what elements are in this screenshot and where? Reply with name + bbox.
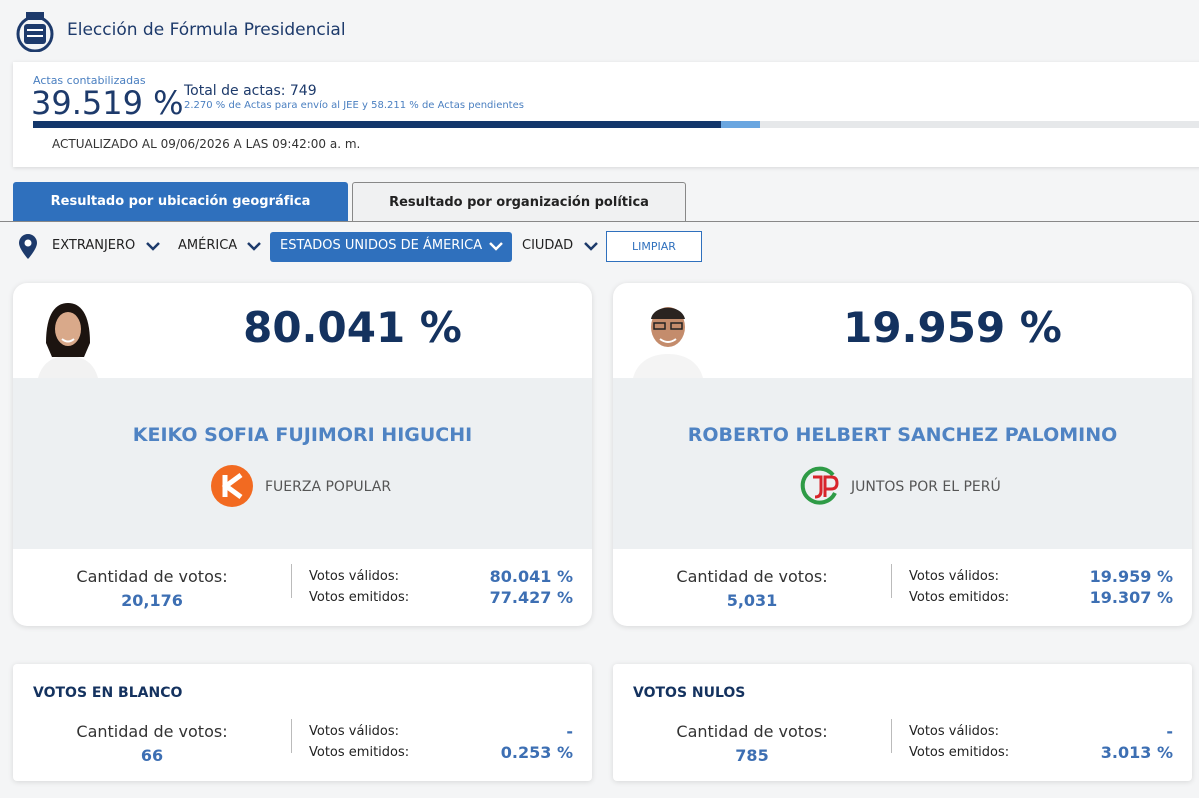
valid-percent: 19.959 % xyxy=(1089,567,1173,586)
emitted-percent: 3.013 % xyxy=(1100,743,1173,762)
summary-card: VOTOS NULOS Cantidad de votos: 785 Votos… xyxy=(613,664,1192,781)
filter[interactable]: EXTRANJERO xyxy=(52,238,136,253)
candidate-card: 80.041 % KEIKO SOFIA FUJIMORI HIGUCHI FU… xyxy=(13,283,592,626)
divider xyxy=(291,719,292,753)
votes-count: 5,031 xyxy=(726,591,778,610)
valid-label: Votos válidos: xyxy=(309,724,400,739)
valid-percent: - xyxy=(1166,722,1173,741)
tab[interactable]: Resultado por organización política xyxy=(352,182,686,221)
progress-track xyxy=(33,121,1199,128)
emitted-percent: 77.427 % xyxy=(489,588,573,607)
party-logo xyxy=(800,466,839,505)
valid-label: Votos válidos: xyxy=(909,724,1000,739)
valid-label: Votos válidos: xyxy=(309,569,400,584)
filter[interactable]: AMÉRICA xyxy=(178,238,238,253)
candidate-photo xyxy=(38,303,98,378)
votes-count: 20,176 xyxy=(121,591,183,610)
total-actas: Total de actas: 749 xyxy=(184,83,317,99)
valid-label: Votos válidos: xyxy=(909,569,1000,584)
filter[interactable]: ESTADOS UNIDOS DE ÁMERICA xyxy=(280,238,483,253)
jee-percent: 2.270 % xyxy=(184,100,226,111)
location-icon xyxy=(19,234,37,259)
progress-percent: 39.519 % xyxy=(31,84,184,122)
filter[interactable]: CIUDAD xyxy=(522,238,574,253)
emitted-label: Votos emitidos: xyxy=(309,745,410,760)
progress-label: Actas contabilizadas xyxy=(33,74,146,87)
votes-label: Cantidad de votos: xyxy=(676,567,828,586)
tab-active[interactable]: Resultado por ubicación geográfica xyxy=(13,182,348,221)
divider xyxy=(891,719,892,753)
candidate-photo xyxy=(633,307,703,378)
emitted-percent: 19.307 % xyxy=(1089,588,1173,607)
detail-text: de Actas para envío al JEE y xyxy=(225,100,372,111)
chevrons xyxy=(146,242,598,251)
divider xyxy=(891,564,892,598)
progress-detail: 2.270 % de Actas para envío al JEE y 58.… xyxy=(184,100,524,111)
candidate-name: ROBERTO HELBERT SANCHEZ PALOMINO xyxy=(687,424,1118,446)
valid-percent: 80.041 % xyxy=(489,567,573,586)
logo xyxy=(16,12,54,52)
candidate-percent: 19.959 % xyxy=(843,303,1062,352)
divider xyxy=(291,564,292,598)
page-title: Elección de Fórmula Presidencial xyxy=(67,20,346,40)
votes-label: Cantidad de votos: xyxy=(76,567,228,586)
party-logo xyxy=(211,465,253,507)
emitted-label: Votos emitidos: xyxy=(909,745,1010,760)
candidate-card: 19.959 % ROBERTO HELBERT SANCHEZ PALOMIN… xyxy=(613,283,1192,626)
candidate-percent: 80.041 % xyxy=(243,303,462,352)
party-name: JUNTOS POR EL PERÚ xyxy=(851,479,1001,495)
valid-percent: - xyxy=(566,722,573,741)
summary-title: VOTOS EN BLANCO xyxy=(33,685,183,701)
candidate-band xyxy=(613,378,1192,549)
summary-title: VOTOS NULOS xyxy=(633,685,746,701)
clear-button[interactable]: LIMPIAR xyxy=(606,231,702,262)
progress-bar xyxy=(33,121,721,128)
updated-at: ACTUALIZADO AL 09/06/2026 A LAS 09:42:00… xyxy=(52,137,361,151)
progress-bar-jee xyxy=(720,121,761,128)
emitted-label: Votos emitidos: xyxy=(309,590,410,605)
progress-panel: Actas contabilizadas 39.519 % Total de a… xyxy=(13,62,1199,167)
votes-count: 66 xyxy=(140,746,164,765)
filter-selected[interactable] xyxy=(270,232,512,262)
header: Elección de Fórmula Presidencial xyxy=(0,0,1199,58)
detail-text: de Actas pendientes xyxy=(418,100,524,111)
votes-label: Cantidad de votos: xyxy=(676,722,828,741)
emitted-label: Votos emitidos: xyxy=(909,590,1010,605)
votes-count: 785 xyxy=(735,746,769,765)
party-name: FUERZA POPULAR xyxy=(265,479,392,495)
emitted-percent: 0.253 % xyxy=(500,743,573,762)
votes-label: Cantidad de votos: xyxy=(76,722,228,741)
tab-line xyxy=(0,221,1199,222)
summary-card: VOTOS EN BLANCO Cantidad de votos: 66 Vo… xyxy=(13,664,592,781)
pending-percent: 58.211 % xyxy=(371,100,419,111)
candidate-name: KEIKO SOFIA FUJIMORI HIGUCHI xyxy=(132,424,473,446)
candidate-band xyxy=(13,378,592,549)
